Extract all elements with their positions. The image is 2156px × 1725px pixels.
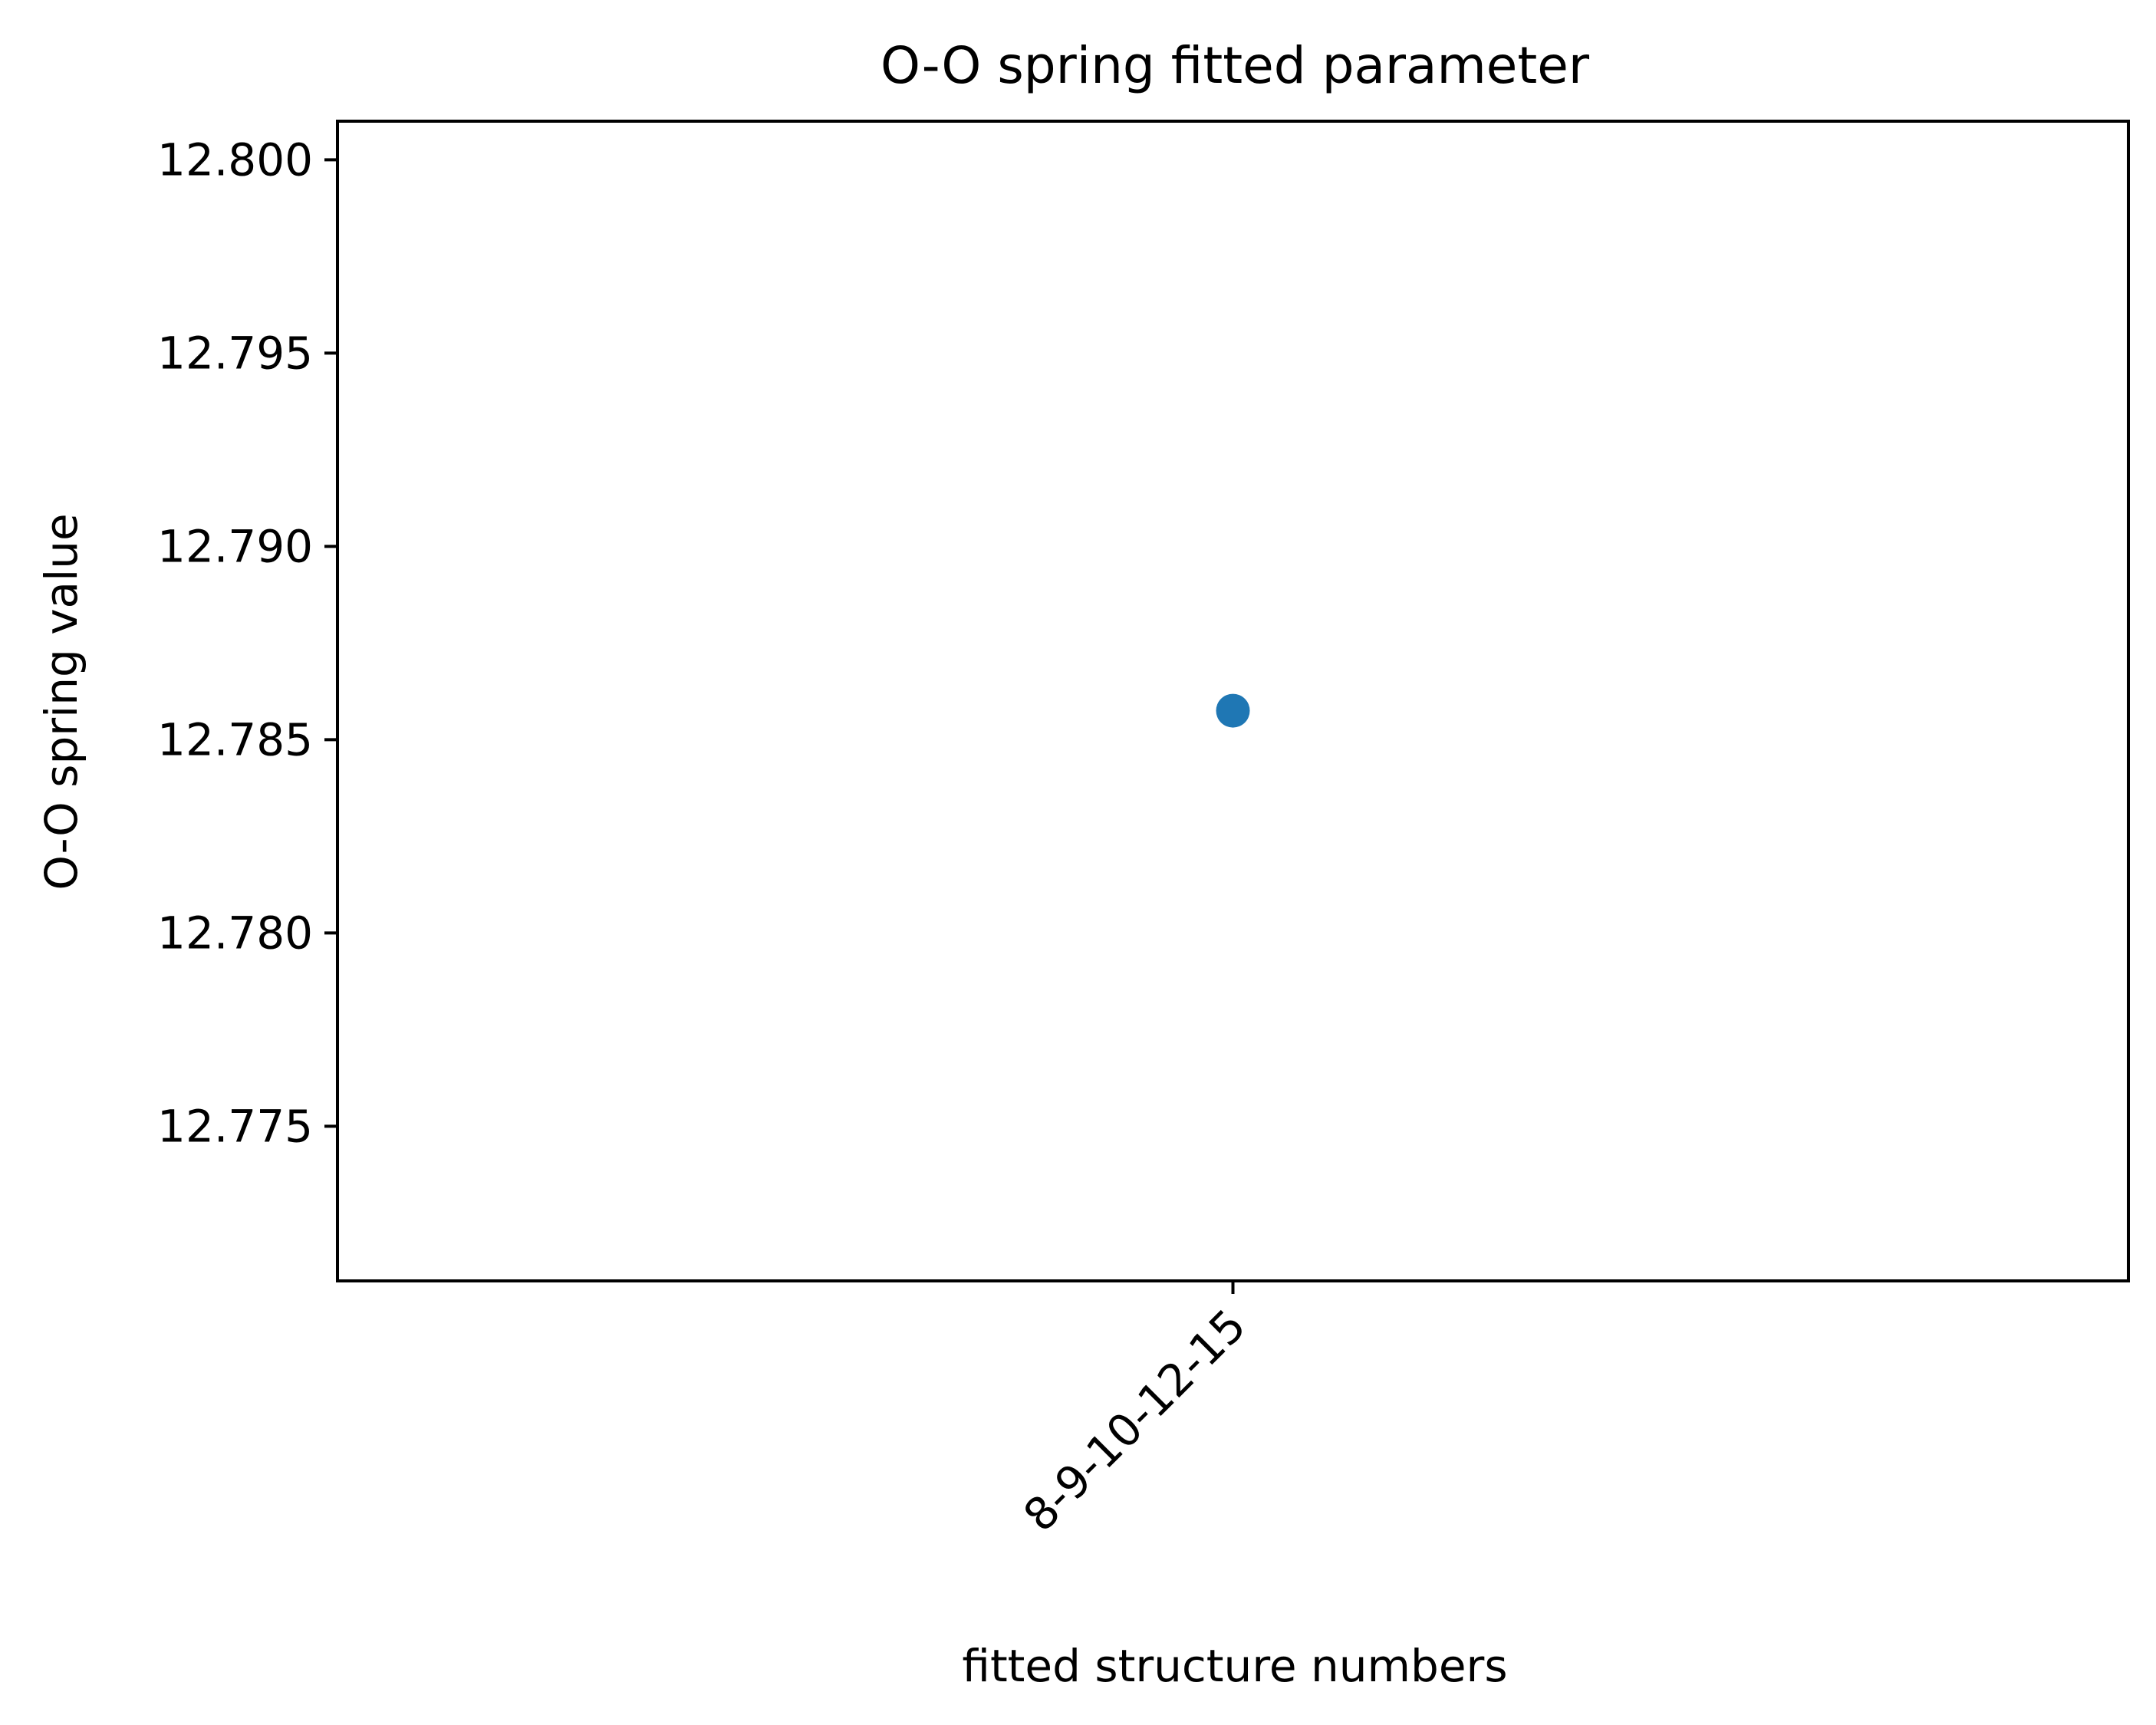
y-tick-label: 12.800 [157,133,313,186]
y-tick-label: 12.780 [157,907,313,959]
chart-title: O-O spring fitted parameter [881,36,1590,95]
data-points [1216,693,1250,728]
y-tick-label: 12.785 [157,713,313,765]
x-axis-ticks: 8-9-10-12-15 [1013,1281,1256,1542]
data-point [1216,693,1250,728]
x-axis-label: fitted structure numbers [962,1640,1507,1692]
x-tick-label: 8-9-10-12-15 [1013,1299,1256,1542]
y-tick-label: 12.795 [157,327,313,379]
y-tick-label: 12.775 [157,1100,313,1152]
y-tick-label: 12.790 [157,520,313,572]
y-axis-label: O-O spring value [35,513,87,890]
y-axis-ticks: 12.775 12.780 12.785 12.790 12.795 12.800 [157,133,337,1152]
